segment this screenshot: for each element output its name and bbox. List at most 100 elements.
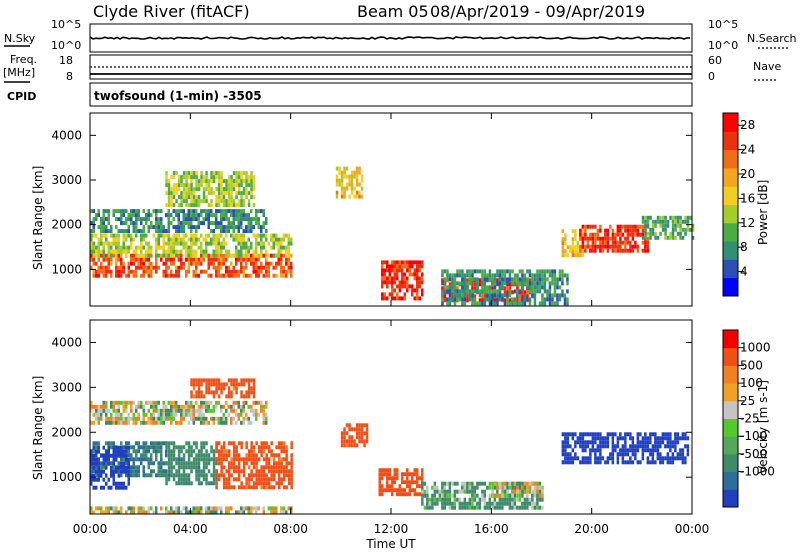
- power-cell: [441, 269, 444, 274]
- power-cell: [360, 194, 364, 199]
- power-cell: [107, 249, 110, 254]
- power-cell: [506, 290, 509, 295]
- velocity-cell: [157, 461, 160, 466]
- power-cell: [235, 175, 238, 180]
- velocity-cell: [250, 453, 253, 458]
- velocity-cell: [177, 465, 181, 470]
- velocity-cell: [235, 457, 238, 462]
- velocity-cell: [165, 404, 168, 409]
- power-cell: [157, 209, 160, 214]
- power-colorbar-swatch: [723, 241, 738, 260]
- velocity-cell: [523, 501, 527, 506]
- power-cell: [651, 227, 655, 232]
- velocity-cell: [197, 378, 201, 383]
- velocity-cell: [609, 456, 612, 461]
- velocity-cell: [624, 448, 627, 453]
- velocity-cell: [92, 457, 95, 462]
- velocity-cell: [145, 441, 148, 446]
- velocity-cell: [227, 481, 231, 486]
- velocity-cell: [508, 493, 512, 498]
- power-cell: [182, 183, 186, 188]
- power-cell: [132, 237, 135, 242]
- power-cell: [145, 269, 148, 274]
- velocity-cell: [122, 481, 125, 486]
- velocity-cell: [528, 501, 532, 506]
- velocity-cell: [157, 473, 160, 478]
- power-cell: [456, 289, 459, 294]
- power-cell: [200, 175, 203, 180]
- power-cell: [508, 293, 512, 298]
- power-colorbar-tick-label: 20: [740, 167, 755, 181]
- velocity-cell: [599, 444, 602, 449]
- velocity-cell: [97, 461, 100, 466]
- power-cell: [260, 241, 263, 246]
- power-cell: [516, 281, 519, 286]
- power-cell: [358, 194, 361, 199]
- power-cell: [130, 245, 133, 250]
- velocity-cell: [280, 469, 283, 474]
- power-cell: [594, 236, 597, 241]
- power-cell: [215, 245, 218, 250]
- power-cell: [157, 229, 160, 234]
- velocity-cell: [644, 444, 647, 449]
- power-cell: [207, 225, 210, 230]
- power-cell: [227, 225, 230, 230]
- velocity-cell: [468, 497, 472, 502]
- power-cell: [92, 253, 95, 258]
- velocity-colorbar-tick-label: -500: [740, 447, 767, 461]
- power-cell: [215, 241, 218, 246]
- power-cell: [290, 265, 293, 270]
- velocity-cell: [227, 485, 231, 490]
- power-cell: [182, 229, 185, 234]
- power-cell: [393, 264, 396, 269]
- power-cell: [220, 221, 223, 226]
- power-cell: [192, 213, 195, 218]
- power-cell: [503, 281, 507, 286]
- nave-tick-bottom: 0: [708, 70, 715, 83]
- power-cell: [157, 237, 160, 242]
- velocity-cell: [441, 485, 444, 490]
- power-cell: [210, 203, 213, 208]
- power-cell: [92, 217, 95, 222]
- power-cell: [112, 209, 115, 214]
- velocity-cell: [125, 453, 128, 458]
- velocity-cell: [664, 456, 667, 461]
- velocity-cell: [496, 485, 499, 490]
- power-cell: [120, 229, 123, 234]
- power-cell: [207, 257, 210, 262]
- velocity-cell: [581, 444, 585, 449]
- power-cell: [197, 245, 200, 250]
- velocity-cell: [252, 481, 256, 486]
- power-cell: [491, 277, 494, 282]
- power-cell: [391, 288, 394, 293]
- velocity-cell: [255, 457, 258, 462]
- power-cell: [398, 284, 401, 289]
- velocity-cell: [576, 436, 580, 441]
- power-cell: [195, 237, 198, 242]
- velocity-cell: [125, 408, 128, 413]
- power-cell: [170, 257, 173, 262]
- velocity-cell: [205, 404, 208, 409]
- power-cell: [558, 285, 562, 290]
- power-cell: [227, 183, 231, 188]
- velocity-cell: [110, 453, 113, 458]
- power-cell: [127, 213, 130, 218]
- velocity-cell: [200, 408, 203, 413]
- power-cell: [210, 213, 213, 218]
- velocity-cell: [115, 510, 118, 515]
- velocity-cell: [242, 400, 245, 405]
- velocity-cell: [421, 472, 424, 477]
- velocity-cell: [287, 469, 291, 474]
- power-cell: [237, 217, 240, 222]
- power-cell: [649, 227, 652, 232]
- velocity-cell: [105, 441, 108, 446]
- velocity-cell: [250, 408, 253, 413]
- velocity-cell: [579, 444, 582, 449]
- power-cell: [237, 187, 241, 192]
- power-cell: [629, 232, 632, 237]
- power-cell: [260, 229, 263, 234]
- velocity-cell: [599, 448, 602, 453]
- velocity-cell: [383, 468, 386, 473]
- power-cell: [192, 237, 195, 242]
- power-cell: [140, 245, 143, 250]
